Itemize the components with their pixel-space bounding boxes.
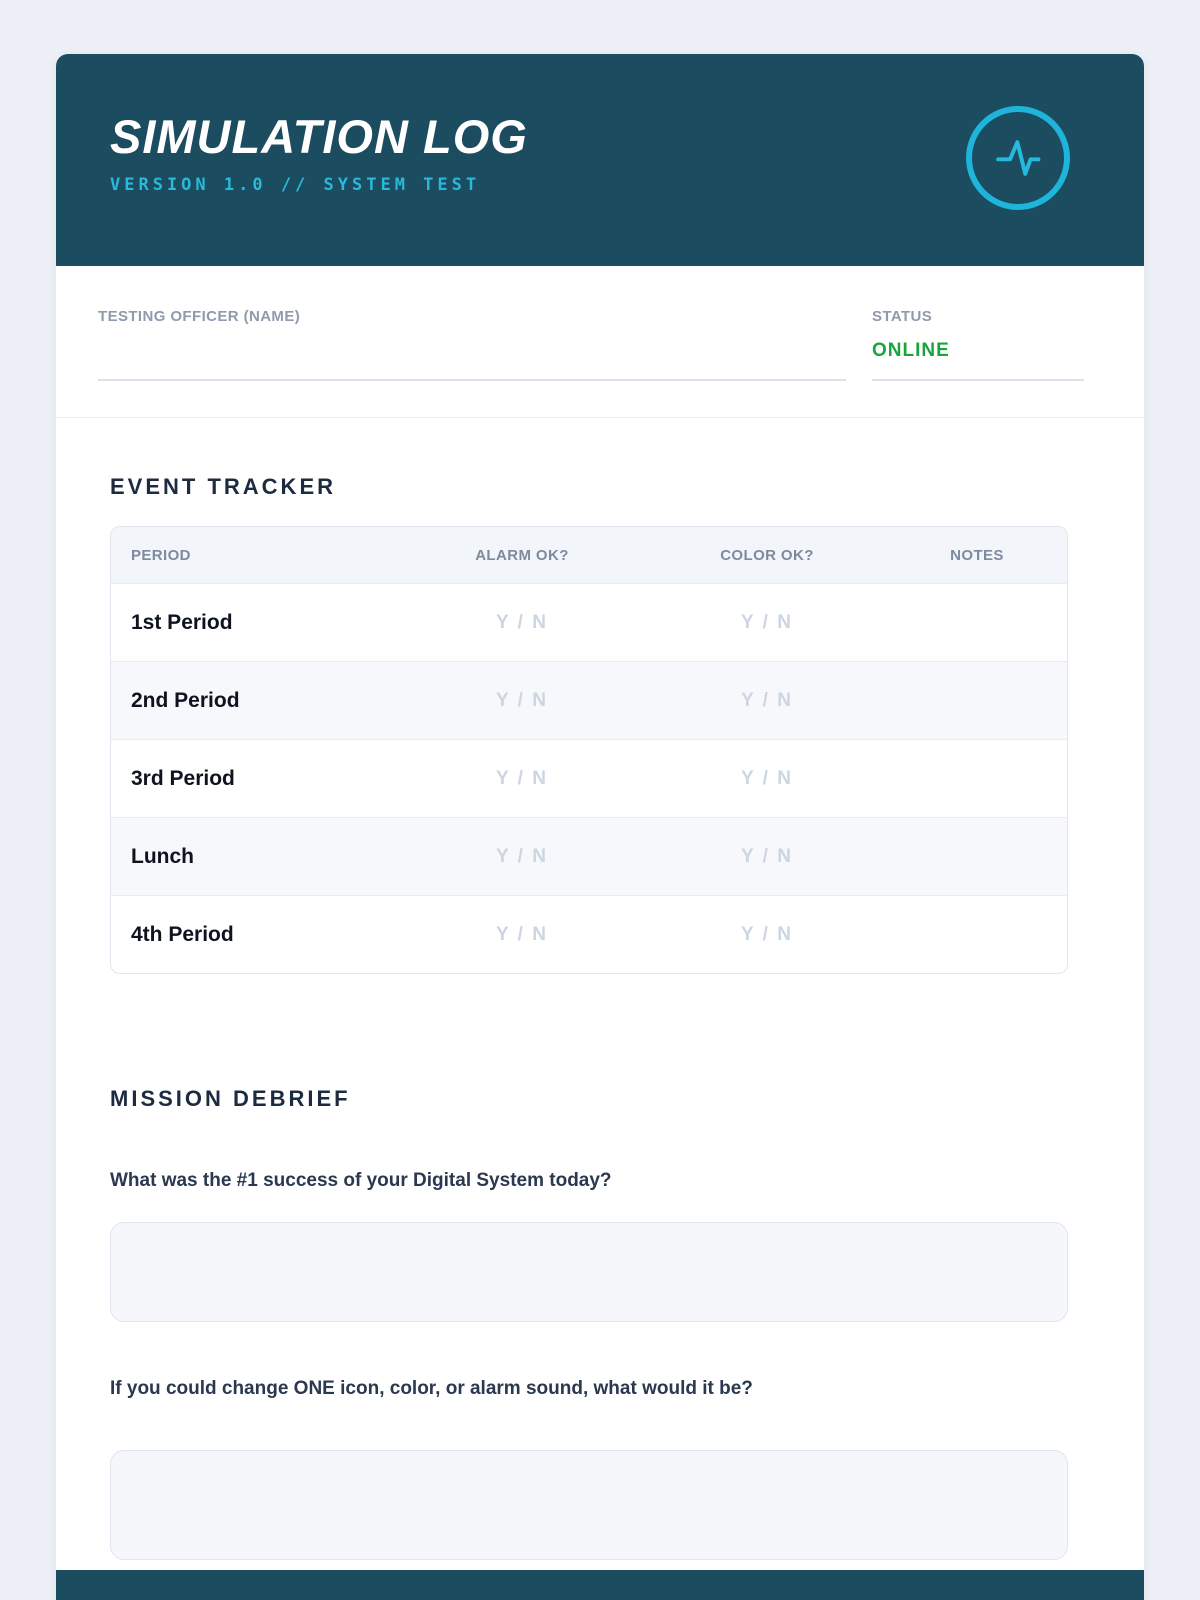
event-tracker-heading: EVENT TRACKER [110,474,337,499]
table-row: Lunch Y / N Y / N [111,817,1067,895]
officer-section: TESTING OFFICER (NAME) STATUS ONLINE [56,266,1144,418]
table-row: 4th Period Y / N Y / N [111,895,1067,973]
testing-officer-label: TESTING OFFICER (NAME) [98,308,301,325]
table-row: 2nd Period Y / N Y / N [111,661,1067,739]
alarm-yn-choice[interactable]: Y / N [496,845,548,867]
event-tracker-table: PERIOD ALARM OK? COLOR OK? NOTES 1st Per… [110,526,1068,974]
alarm-yn-choice[interactable]: Y / N [496,923,548,945]
table-header-row: PERIOD ALARM OK? COLOR OK? NOTES [111,527,1067,583]
color-yn-choice[interactable]: Y / N [741,611,793,633]
simulation-log-card: SIMULATION LOG VERSION 1.0 // SYSTEM TES… [56,54,1144,1600]
color-yn-choice[interactable]: Y / N [741,845,793,867]
period-label: 4th Period [131,922,234,946]
debrief-answer-2-input[interactable] [110,1450,1068,1560]
column-header-color: COLOR OK? [720,546,814,564]
alarm-yn-choice[interactable]: Y / N [496,767,548,789]
table-row: 3rd Period Y / N Y / N [111,739,1067,817]
table-body: 1st Period Y / N Y / N 2nd Period Y / N … [111,583,1067,973]
table-row: 1st Period Y / N Y / N [111,583,1067,661]
testing-officer-field: TESTING OFFICER (NAME) [98,308,846,381]
debrief-question-2: If you could change ONE icon, color, or … [110,1378,753,1399]
debrief-question-1: What was the #1 success of your Digital … [110,1170,612,1191]
column-header-alarm: ALARM OK? [475,546,569,564]
color-yn-choice[interactable]: Y / N [741,767,793,789]
period-label: 2nd Period [131,688,240,712]
column-header-period: PERIOD [131,546,191,564]
column-header-notes: NOTES [950,546,1004,564]
debrief-answer-1-input[interactable] [110,1222,1068,1322]
next-section-edge [56,1570,1144,1600]
page-title: SIMULATION LOG [110,110,528,163]
status-label: STATUS [872,308,933,325]
testing-officer-input[interactable] [98,379,846,381]
period-label: 1st Period [131,610,233,634]
mission-debrief-heading: MISSION DEBRIEF [110,1086,351,1111]
color-yn-choice[interactable]: Y / N [741,923,793,945]
alarm-yn-choice[interactable]: Y / N [496,689,548,711]
pulse-activity-icon [966,106,1070,210]
status-badge: ONLINE [872,340,950,361]
status-underline [872,379,1084,381]
page-subtitle: VERSION 1.0 // SYSTEM TEST [110,175,481,196]
status-field: STATUS ONLINE [872,308,1084,381]
alarm-yn-choice[interactable]: Y / N [496,611,548,633]
period-label: Lunch [131,844,194,868]
period-label: 3rd Period [131,766,235,790]
color-yn-choice[interactable]: Y / N [741,689,793,711]
main-content: EVENT TRACKER PERIOD ALARM OK? COLOR OK?… [56,474,1144,1560]
page-header: SIMULATION LOG VERSION 1.0 // SYSTEM TES… [56,54,1144,266]
